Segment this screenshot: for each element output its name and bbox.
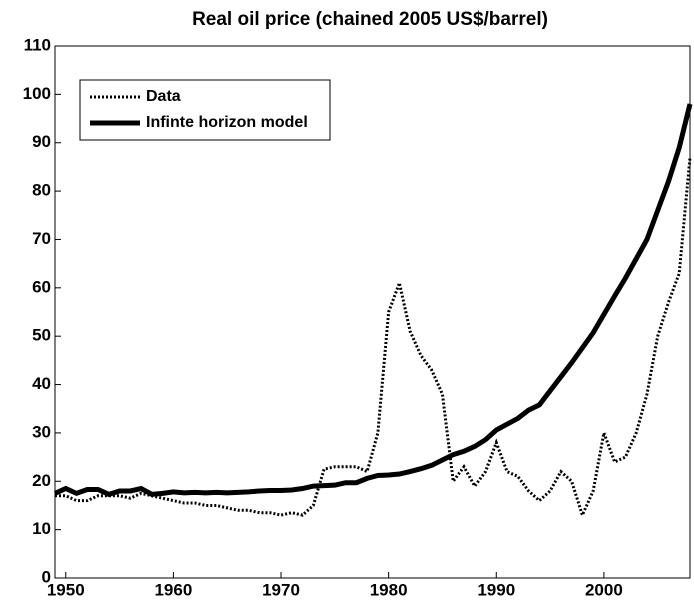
y-tick-label: 20 (32, 471, 51, 490)
plot-frame (54, 45, 691, 579)
legend-box (79, 79, 331, 141)
legend-label: Infinte horizon model (146, 114, 308, 131)
y-tick-label: 110 (24, 35, 51, 54)
y-tick-label: 90 (32, 132, 51, 151)
y-tick-label: 40 (32, 374, 51, 393)
series-line (53, 103, 693, 498)
y-tick-label: 30 (32, 422, 51, 441)
y-tick-label: 60 (32, 277, 51, 296)
y-tick-label: 10 (32, 519, 51, 538)
x-tick-label: 1980 (370, 580, 408, 599)
x-tick-label: 1950 (47, 580, 85, 599)
x-tick-label: 1960 (154, 580, 192, 599)
y-tick-label: 0 (42, 567, 51, 586)
y-tick-label: 80 (32, 181, 51, 200)
y-tick-label: 50 (32, 326, 51, 345)
x-tick-label: 1990 (477, 580, 515, 599)
series-line (55, 157, 692, 520)
x-tick-label: 1970 (262, 580, 300, 599)
x-tick-label: 2000 (585, 580, 623, 599)
legend-label: Data (146, 88, 181, 105)
y-tick-label: 100 (23, 84, 51, 103)
chart-title: Real oil price (chained 2005 US$/barrel) (192, 9, 548, 30)
y-tick-label: 70 (32, 229, 51, 248)
